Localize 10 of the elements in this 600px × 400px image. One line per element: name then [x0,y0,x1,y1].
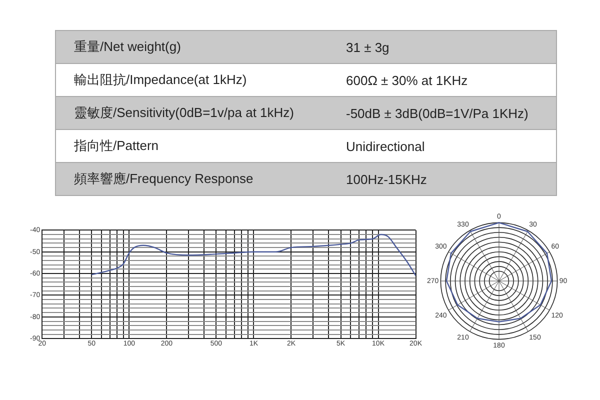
text: 頻率響應/Frequency Response [73,170,254,188]
text: Unidirectional [346,138,426,154]
text: 指向性/Pattern [73,137,160,155]
text: 輸出阻抗/Impedance(at 1kHz) [73,71,248,89]
text: 31 ± 3g [346,40,390,54]
text: 100Hz-15KHz [346,172,428,186]
text: 重量/Net weight(g) [73,38,182,56]
text: -50dB ± 3dB(0dB=1V/Pa 1KHz) [346,106,530,120]
text: 靈敏度/Sensitivity(0dB=1v/pa at 1kHz) [73,104,295,122]
text: 600Ω ± 30% at 1KHz [346,72,469,88]
